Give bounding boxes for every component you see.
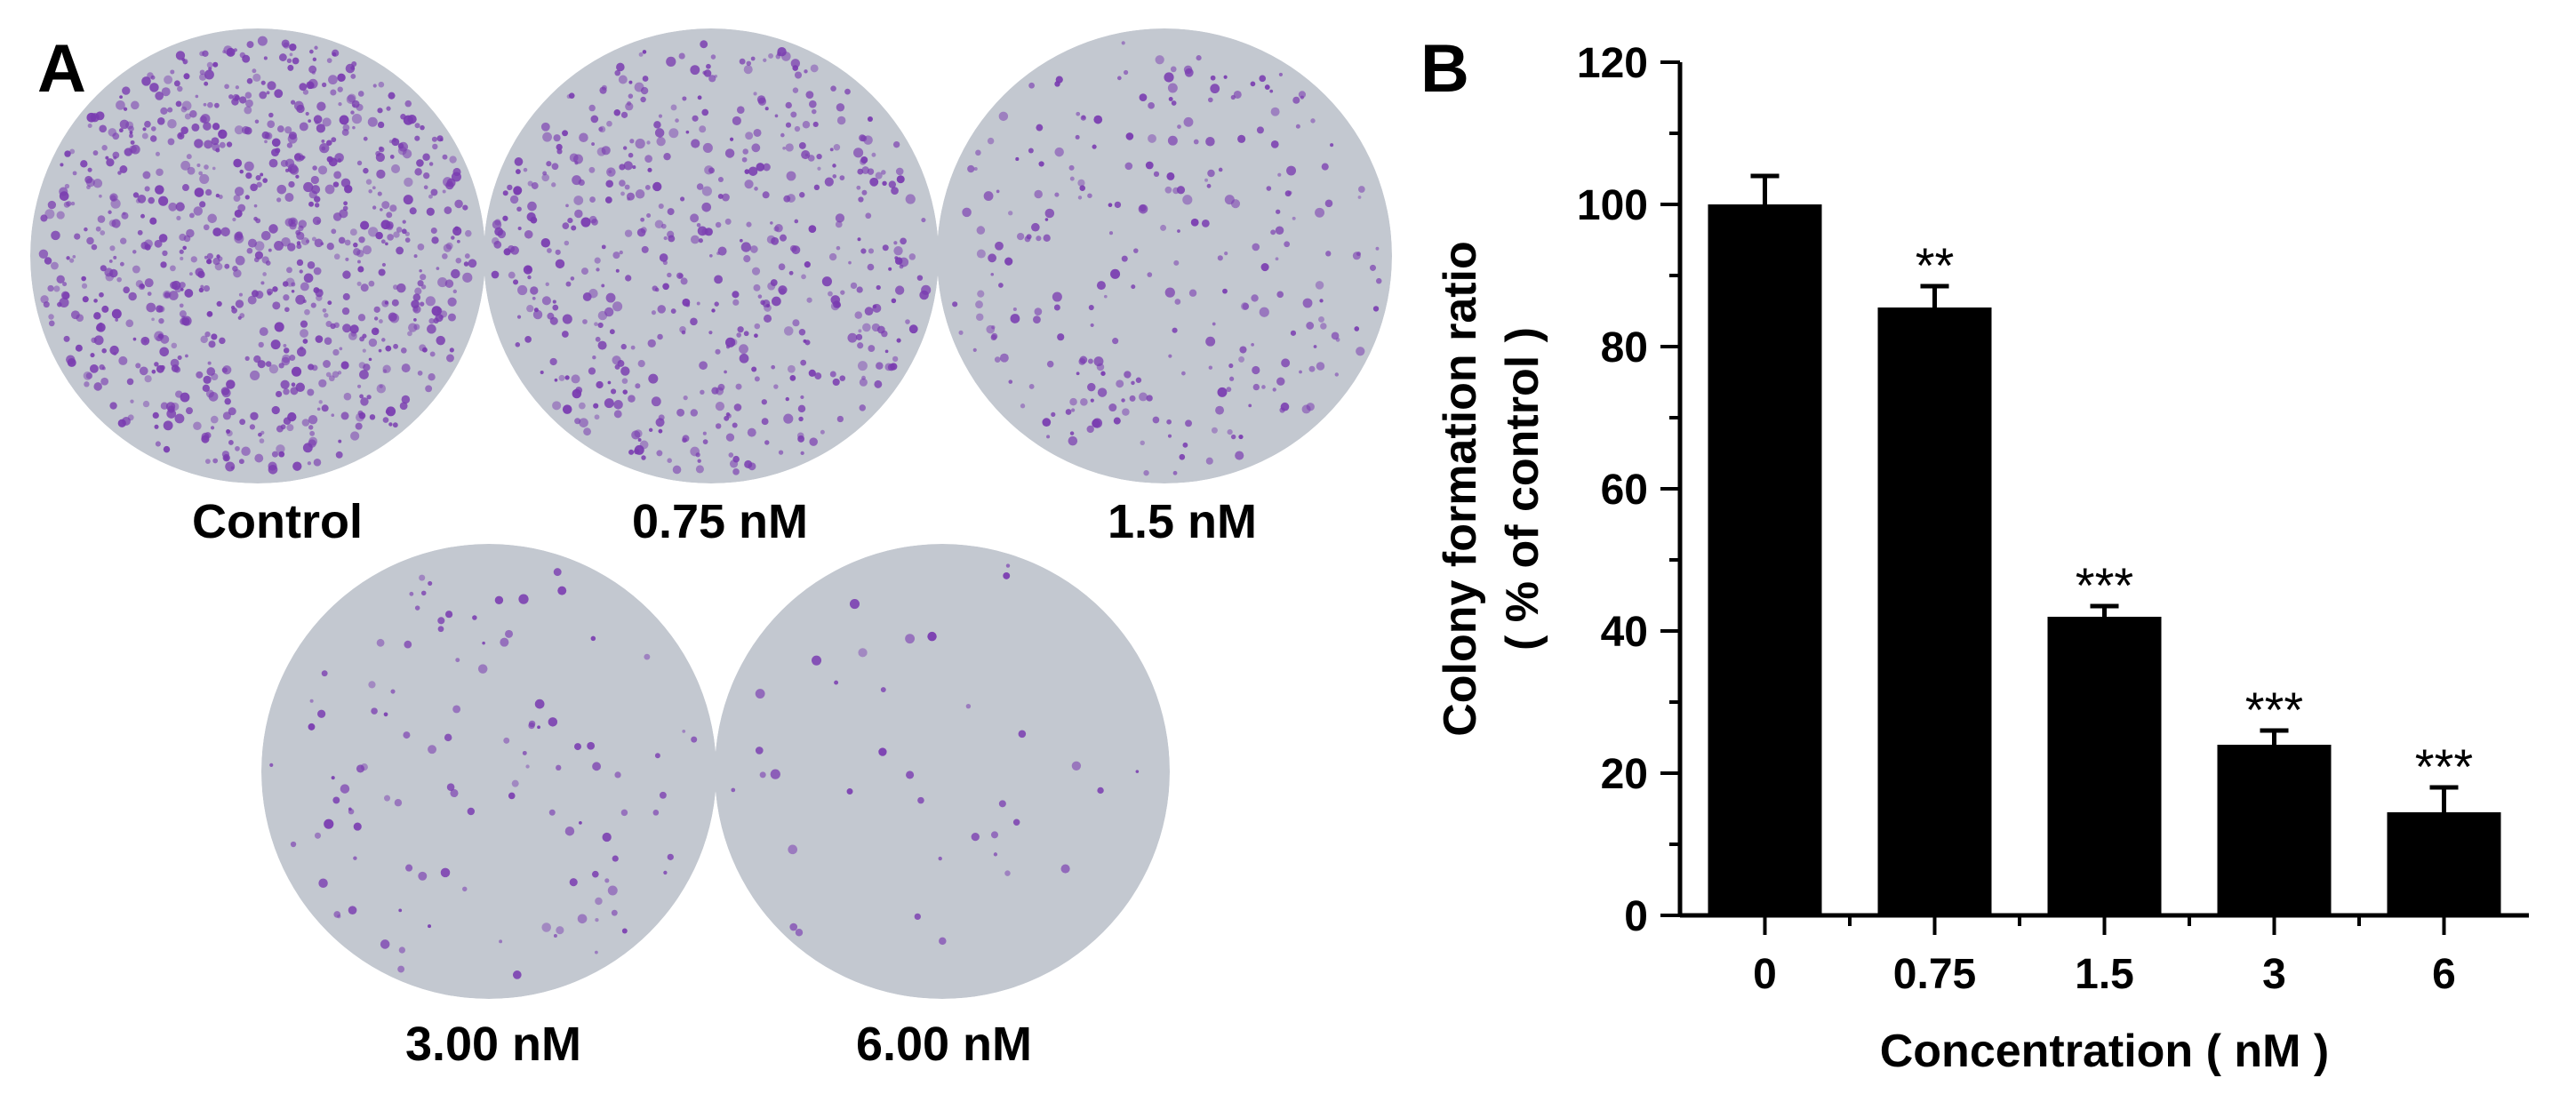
plate-0-75nm-image — [484, 28, 939, 483]
bar — [2387, 812, 2501, 915]
y-tick-label: 20 — [1601, 751, 1648, 798]
plate-control-label: Control — [192, 495, 363, 548]
significance-label: *** — [2245, 682, 2303, 738]
x-tick-label: 0 — [1753, 951, 1777, 998]
y-axis-subtitle: ( % of control ) — [1497, 327, 1548, 651]
plate-1-5nm-image — [937, 28, 1392, 483]
panel-b-letter: B — [1420, 31, 1469, 107]
y-tick-label: 100 — [1577, 182, 1648, 229]
y-tick-label: 0 — [1624, 893, 1648, 940]
plate-3nm-image — [261, 544, 716, 999]
plate-1-5nm-label: 1.5 nM — [1107, 495, 1258, 548]
plate-6nm-image — [715, 544, 1170, 999]
significance-label: *** — [2415, 739, 2473, 795]
plate-6nm-label: 6.00 nM — [855, 1018, 1033, 1071]
x-tick-label: 3 — [2262, 951, 2286, 998]
plate-control-image — [30, 28, 485, 483]
y-tick-label: 40 — [1601, 609, 1648, 656]
panel-a-letter: A — [37, 31, 86, 107]
x-tick-label: 1.5 — [2075, 951, 2134, 998]
y-axis-title: Colony formation ratio — [1435, 241, 1486, 737]
plate-0-75nm-label: 0.75 nM — [631, 495, 809, 548]
bar — [2217, 745, 2332, 915]
x-tick-label: 0.75 — [1893, 951, 1976, 998]
significance-label: ** — [1916, 237, 1955, 293]
x-tick-label: 6 — [2432, 951, 2456, 998]
bar — [2047, 617, 2162, 915]
bar — [1708, 204, 1822, 915]
significance-label: *** — [2076, 557, 2133, 613]
y-tick-label: 120 — [1577, 40, 1648, 87]
plate-3nm-label: 3.00 nM — [404, 1018, 582, 1071]
y-tick-label: 80 — [1601, 324, 1648, 371]
bar — [1877, 307, 1992, 915]
x-axis-title: Concentration ( nM ) — [1880, 1026, 2330, 1077]
y-tick-label: 60 — [1601, 467, 1648, 514]
